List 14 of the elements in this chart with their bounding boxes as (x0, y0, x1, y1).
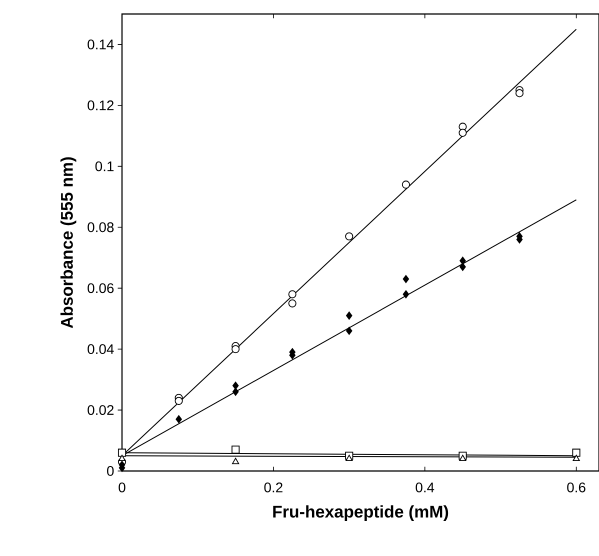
y-tick-label: 0.14 (88, 40, 114, 50)
y-tick-label: 0.08 (88, 222, 114, 232)
x-axis-title: Fru-hexapeptide (mM) (273, 505, 448, 522)
x-tick-label: 0 (118, 482, 126, 492)
y-tick-label: 0.1 (95, 161, 114, 172)
y-tick-label: 0.02 (88, 405, 114, 415)
x-tick-label: 0.2 (264, 482, 282, 492)
y-tick-label: 0.04 (88, 344, 114, 354)
x-tick-label: 0.4 (416, 482, 434, 492)
y-tick-label: 0.12 (88, 100, 114, 110)
y-axis-title: Absorbance (555 nm) (60, 157, 76, 328)
x-tick-label: 0.6 (567, 482, 586, 492)
y-tick-label: 0 (107, 466, 114, 476)
y-tick-label: 0.06 (88, 283, 114, 294)
